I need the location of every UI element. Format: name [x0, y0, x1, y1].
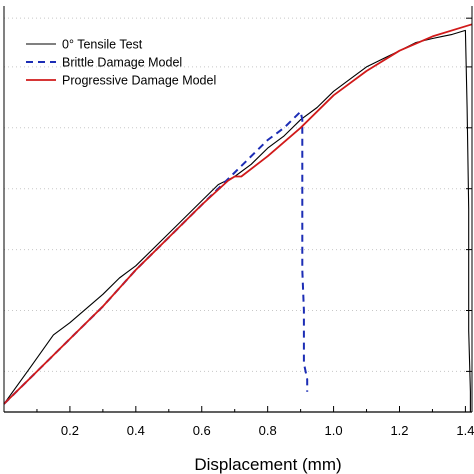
series-line-2 [3, 23, 473, 405]
x-tick-label-2: 0.6 [193, 423, 211, 438]
x-axis-title: Displacement (mm) [194, 455, 341, 474]
legend-label-1: Brittle Damage Model [62, 56, 182, 70]
x-tick-label-1: 0.4 [127, 423, 145, 438]
legend: 0° Tensile Test Brittle Damage Model Progr… [26, 38, 216, 88]
x-tick-label-5: 1.2 [390, 423, 408, 438]
x-tick-label-3: 0.8 [259, 423, 277, 438]
legend-label-0: 0° Tensile Test [62, 38, 143, 52]
x-tick-label-0: 0.2 [61, 423, 79, 438]
plot-series [3, 23, 473, 412]
legend-label-2: Progressive Damage Model [62, 74, 216, 88]
series-line-0 [3, 29, 471, 412]
x-tick-label-6: 1.4 [456, 423, 474, 438]
x-tick-label-4: 1.0 [325, 423, 343, 438]
axes: 0.2 0.4 0.6 0.8 1.0 1.2 1.4 [3, 6, 474, 438]
